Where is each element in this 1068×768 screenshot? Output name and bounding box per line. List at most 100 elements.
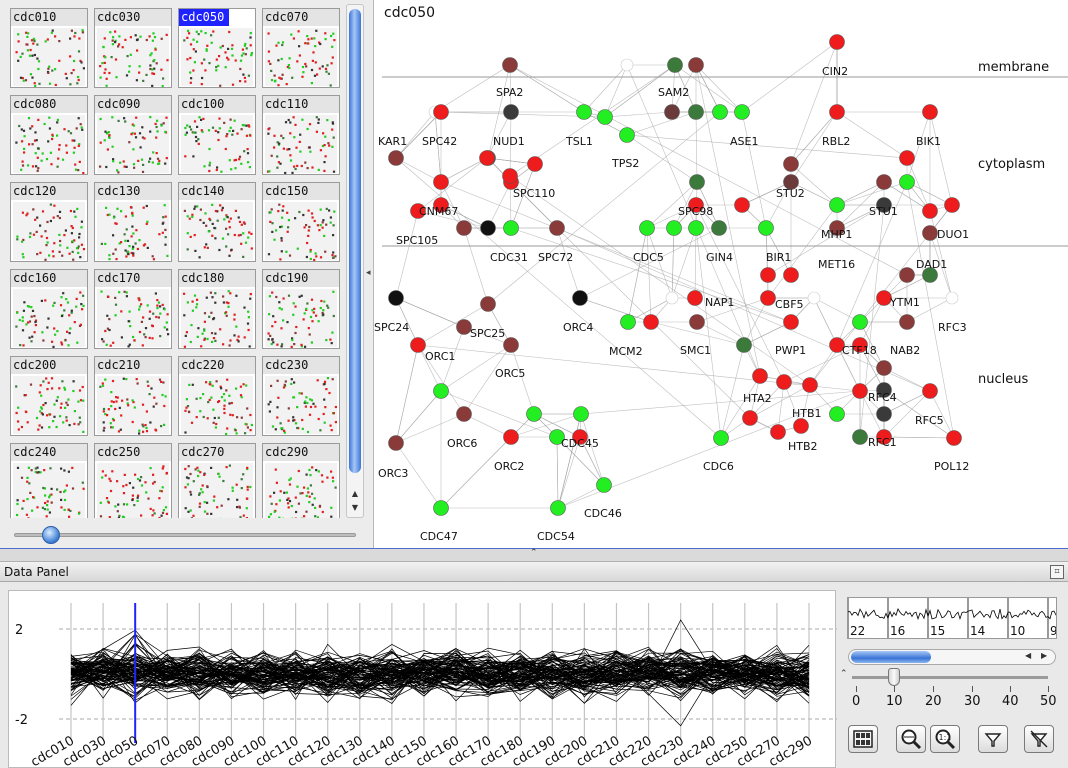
gene-label-spc110[interactable]: SPC110 bbox=[513, 187, 555, 200]
network-graph[interactable]: membrane cytoplasm nucleus SPA2 SAM2 CIN2 KAR1… bbox=[374, 0, 1068, 548]
gene-label-ctf18[interactable]: CTF18 bbox=[842, 344, 877, 357]
scroll-left-arrow[interactable]: ◀ bbox=[1025, 651, 1032, 660]
clear-filter-button[interactable] bbox=[1024, 725, 1054, 753]
gene-node[interactable] bbox=[876, 290, 892, 306]
gene-node[interactable] bbox=[946, 430, 962, 446]
gene-node[interactable] bbox=[713, 430, 729, 446]
gene-node[interactable] bbox=[503, 429, 519, 445]
gene-node[interactable] bbox=[572, 429, 588, 445]
gene-label-rfc3[interactable]: RFC3 bbox=[938, 321, 967, 334]
thumbnail-cdc110[interactable]: cdc110 bbox=[262, 95, 340, 175]
scroll-up-arrow[interactable]: ▲ bbox=[351, 489, 359, 498]
gene-node[interactable] bbox=[573, 406, 589, 422]
gene-node[interactable] bbox=[433, 500, 449, 516]
gene-node[interactable] bbox=[876, 197, 892, 213]
gene-node[interactable] bbox=[689, 314, 705, 330]
gene-label-spc72[interactable]: SPC72 bbox=[538, 251, 573, 264]
gene-label-mcm2[interactable]: MCM2 bbox=[609, 345, 643, 358]
gene-label-cdc45[interactable]: CDC45 bbox=[561, 437, 599, 450]
gene-node[interactable] bbox=[760, 267, 776, 283]
gene-node[interactable] bbox=[776, 374, 792, 390]
thumbnail-cdc130[interactable]: cdc130 bbox=[94, 182, 172, 262]
gene-node[interactable] bbox=[410, 337, 426, 353]
gene-label-spc25[interactable]: SPC25 bbox=[470, 327, 505, 340]
gene-label-orc5[interactable]: ORC5 bbox=[495, 367, 525, 380]
gene-node[interactable] bbox=[852, 314, 868, 330]
gene-node[interactable] bbox=[899, 174, 915, 190]
gene-node[interactable] bbox=[664, 104, 680, 120]
thumbnail-cdc140[interactable]: cdc140 bbox=[178, 182, 256, 262]
thumbnail-cdc270[interactable]: cdc270 bbox=[178, 443, 256, 518]
thumbnail-cdc030[interactable]: cdc030 bbox=[94, 8, 172, 88]
gene-node[interactable] bbox=[619, 127, 635, 143]
gene-label-orc4[interactable]: ORC4 bbox=[563, 321, 593, 334]
gene-node[interactable] bbox=[829, 220, 845, 236]
gene-node[interactable] bbox=[502, 168, 518, 184]
gene-node[interactable] bbox=[665, 291, 679, 305]
gene-label-spc98[interactable]: SPC98 bbox=[678, 205, 713, 218]
gene-node[interactable] bbox=[829, 337, 845, 353]
gene-label-spc105[interactable]: SPC105 bbox=[396, 234, 438, 247]
gene-node[interactable] bbox=[688, 220, 704, 236]
gene-node[interactable] bbox=[783, 156, 799, 172]
gene-label-sam2[interactable]: SAM2 bbox=[658, 86, 689, 99]
overview-scrollbar[interactable]: ◀ ▶ bbox=[848, 649, 1056, 665]
gene-node[interactable] bbox=[576, 104, 592, 120]
gene-node[interactable] bbox=[802, 377, 818, 393]
gene-node[interactable] bbox=[793, 418, 809, 434]
collapse-left-arrow-icon[interactable]: ◂ bbox=[366, 268, 371, 278]
gene-label-cdc31[interactable]: CDC31 bbox=[490, 251, 528, 264]
network-view[interactable]: membrane cytoplasm nucleus SPA2 SAM2 CIN2 KAR1… bbox=[374, 0, 1068, 548]
gene-node[interactable] bbox=[503, 220, 519, 236]
gene-node[interactable] bbox=[572, 290, 588, 306]
gene-label-spc42[interactable]: SPC42 bbox=[422, 135, 457, 148]
gene-label-cdc6[interactable]: CDC6 bbox=[703, 460, 734, 473]
gene-label-cdc47[interactable]: CDC47 bbox=[420, 530, 458, 543]
gene-node[interactable] bbox=[620, 314, 636, 330]
gene-label-cin2[interactable]: CIN2 bbox=[822, 65, 848, 78]
thumbnail-cdc290[interactable]: cdc290 bbox=[262, 443, 340, 518]
gene-label-duo1[interactable]: DUO1 bbox=[937, 228, 969, 241]
gene-node[interactable] bbox=[829, 34, 845, 50]
thumbnail-scrollbar-knob[interactable] bbox=[349, 9, 361, 473]
gene-node[interactable] bbox=[480, 296, 496, 312]
threshold-slider-knob[interactable] bbox=[888, 668, 900, 686]
gene-node[interactable] bbox=[388, 150, 404, 166]
gene-node[interactable] bbox=[783, 174, 799, 190]
gene-node[interactable] bbox=[479, 150, 495, 166]
gene-node[interactable] bbox=[922, 225, 938, 241]
gene-node[interactable] bbox=[922, 104, 938, 120]
gene-node[interactable] bbox=[945, 291, 959, 305]
gene-label-htb2[interactable]: HTB2 bbox=[788, 440, 818, 453]
gene-label-gin4[interactable]: GIN4 bbox=[706, 251, 733, 264]
expression-profile-chart[interactable]: 2-2cdc010cdc030cdc050cdc070cdc080cdc090c… bbox=[9, 591, 837, 768]
gene-node[interactable] bbox=[526, 406, 542, 422]
thumbnail-cdc080[interactable]: cdc080 bbox=[10, 95, 88, 175]
gene-label-nap1[interactable]: NAP1 bbox=[705, 296, 734, 309]
gene-node[interactable] bbox=[736, 337, 752, 353]
gene-label-cnm67[interactable]: CNM67 bbox=[419, 205, 458, 218]
gene-node[interactable] bbox=[433, 174, 449, 190]
gene-node[interactable] bbox=[899, 267, 915, 283]
gene-node[interactable] bbox=[852, 429, 868, 445]
thumbnail-cdc150[interactable]: cdc150 bbox=[262, 182, 340, 262]
gene-node[interactable] bbox=[852, 383, 868, 399]
scroll-right-arrow[interactable]: ▶ bbox=[1041, 651, 1048, 660]
gene-node[interactable] bbox=[456, 319, 472, 335]
gene-label-htb1[interactable]: HTB1 bbox=[792, 407, 822, 420]
gene-label-orc1[interactable]: ORC1 bbox=[425, 350, 455, 363]
gene-label-ase1[interactable]: ASE1 bbox=[730, 135, 758, 148]
gene-label-pwp1[interactable]: PWP1 bbox=[775, 344, 806, 357]
gene-label-ytm1[interactable]: YTM1 bbox=[889, 296, 920, 309]
gene-label-hta2[interactable]: HTA2 bbox=[743, 392, 772, 405]
maximize-icon[interactable]: ⌗ bbox=[1050, 565, 1064, 579]
gene-label-bir1[interactable]: BIR1 bbox=[766, 251, 791, 264]
thumbnail-cdc170[interactable]: cdc170 bbox=[94, 269, 172, 349]
gene-node[interactable] bbox=[758, 220, 774, 236]
gene-node[interactable] bbox=[899, 150, 915, 166]
gene-node[interactable] bbox=[456, 406, 472, 422]
gene-label-bik1[interactable]: BIK1 bbox=[916, 135, 941, 148]
gene-node[interactable] bbox=[783, 267, 799, 283]
thumbnail-cdc220[interactable]: cdc220 bbox=[178, 356, 256, 436]
gene-node[interactable] bbox=[734, 104, 750, 120]
